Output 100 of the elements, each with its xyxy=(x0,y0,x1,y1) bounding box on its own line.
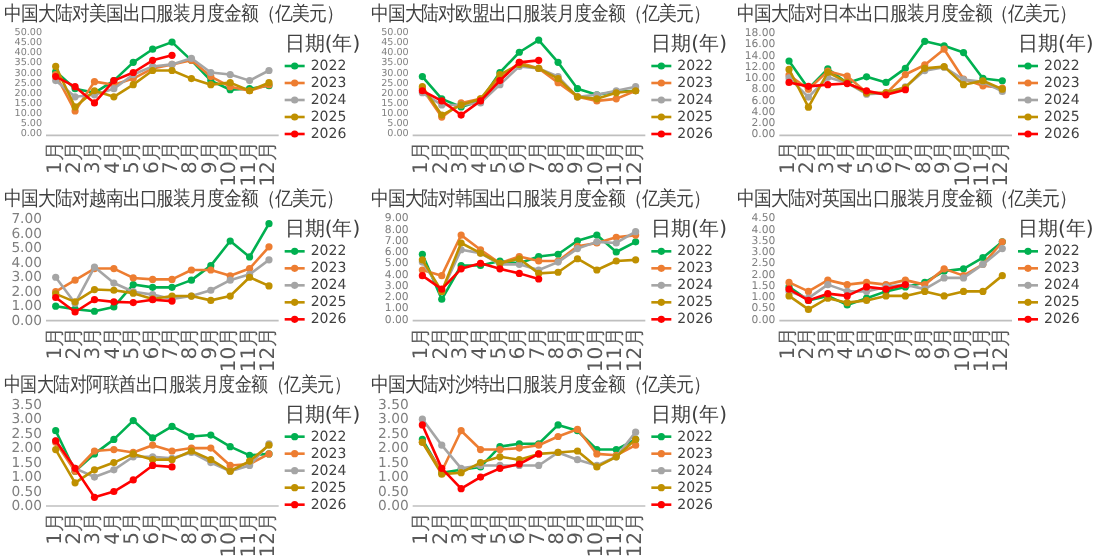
x-tick-label: 2月 xyxy=(797,141,820,175)
legend-title: 日期(年) xyxy=(1018,32,1094,56)
x-tick-label: 6月 xyxy=(874,141,897,175)
x-tick-label: 10月 xyxy=(952,141,975,187)
x-tick-label: 7月 xyxy=(527,512,550,545)
x-tick-label: 11月 xyxy=(605,326,628,373)
x-tick-label: 12月 xyxy=(991,326,1014,373)
x-tick-label: 11月 xyxy=(605,512,628,556)
x-tick-label: 3月 xyxy=(83,141,106,175)
x-tick-label: 5月 xyxy=(122,512,145,545)
x-tick-label: 5月 xyxy=(488,512,511,545)
legend-title: 日期(年) xyxy=(284,402,361,427)
chart-title: 中国大陆对越南出口服装月度金额（亿美元） xyxy=(4,188,343,212)
x-tick-label: 6月 xyxy=(508,326,531,360)
x-tick-label: 6月 xyxy=(874,326,897,360)
x-tick-label: 4月 xyxy=(469,141,492,175)
x-tick-label: 10月 xyxy=(219,326,242,373)
x-tick-label: 11月 xyxy=(971,141,994,187)
x-tick-label: 9月 xyxy=(566,512,589,545)
x-tick-label: 12月 xyxy=(257,141,280,187)
x-tick-label: 12月 xyxy=(624,141,647,187)
legend-title: 日期(年) xyxy=(651,32,728,56)
legend-title: 日期(年) xyxy=(1018,217,1094,242)
x-tick-label: 5月 xyxy=(855,141,878,175)
x-tick-label: 11月 xyxy=(238,512,261,556)
x-tick-label: 10月 xyxy=(585,326,608,373)
x-tick-label: 1月 xyxy=(411,326,434,360)
x-tick-label: 11月 xyxy=(971,326,994,373)
x-tick-label: 4月 xyxy=(836,141,859,175)
x-tick-label: 9月 xyxy=(566,141,589,175)
x-tick-label: 5月 xyxy=(488,141,511,175)
x-tick-label: 2月 xyxy=(430,141,453,175)
x-tick-label: 8月 xyxy=(913,326,936,360)
x-tick-label: 3月 xyxy=(816,326,839,360)
x-tick-label: 10月 xyxy=(585,141,608,187)
x-tick-label: 4月 xyxy=(102,326,125,360)
x-tick-label: 1月 xyxy=(44,326,67,360)
x-tick-label: 5月 xyxy=(122,326,145,360)
x-tick-label: 4月 xyxy=(102,512,125,545)
x-tick-label: 11月 xyxy=(605,141,628,187)
x-tick-label: 3月 xyxy=(450,141,473,175)
x-tick-label: 2月 xyxy=(797,326,820,360)
x-tick-label: 3月 xyxy=(83,326,106,360)
x-tick-label: 11月 xyxy=(238,141,261,187)
x-tick-label: 8月 xyxy=(180,326,203,360)
x-tick-label: 1月 xyxy=(411,512,434,545)
legend-title: 日期(年) xyxy=(651,402,728,427)
x-tick-label: 10月 xyxy=(585,512,608,556)
chart-title: 中国大陆对欧盟出口服装月度金额（亿美元） xyxy=(370,3,710,27)
legend-title: 日期(年) xyxy=(651,217,728,242)
x-tick-label: 3月 xyxy=(450,512,473,545)
x-tick-label: 5月 xyxy=(855,326,878,360)
x-tick-label: 2月 xyxy=(430,326,453,360)
x-tick-label: 3月 xyxy=(450,326,473,360)
x-tick-label: 3月 xyxy=(83,512,106,545)
x-tick-label: 8月 xyxy=(913,141,936,175)
chart-title: 中国大陆对阿联酋出口服装月度金额（亿美元） xyxy=(4,373,351,398)
x-tick-label: 7月 xyxy=(527,326,550,360)
x-tick-label: 6月 xyxy=(141,141,164,175)
x-tick-label: 4月 xyxy=(469,326,492,360)
x-tick-label: 1月 xyxy=(44,512,67,545)
x-tick-label: 4月 xyxy=(102,141,125,175)
x-tick-label: 11月 xyxy=(238,326,261,373)
chart-title: 中国大陆对韩国出口服装月度金额（亿美元） xyxy=(370,188,710,212)
x-tick-label: 6月 xyxy=(508,141,531,175)
x-tick-label: 5月 xyxy=(488,326,511,360)
x-tick-label: 12月 xyxy=(257,512,280,556)
x-tick-label: 6月 xyxy=(508,512,531,545)
x-tick-label: 9月 xyxy=(199,326,222,360)
x-tick-label: 9月 xyxy=(933,326,956,360)
x-tick-label: 9月 xyxy=(566,326,589,360)
x-tick-label: 7月 xyxy=(894,326,917,360)
x-tick-label: 12月 xyxy=(257,326,280,373)
x-tick-label: 6月 xyxy=(141,326,164,360)
x-tick-label: 9月 xyxy=(199,141,222,175)
legend-title: 日期(年) xyxy=(284,217,361,242)
legend-title: 日期(年) xyxy=(284,32,361,56)
x-tick-label: 8月 xyxy=(180,141,203,175)
chart-title: 中国大陆对美国出口服装月度金额（亿美元） xyxy=(4,3,343,27)
x-tick-label: 7月 xyxy=(527,141,550,175)
chart-title: 中国大陆对沙特出口服装月度金额（亿美元） xyxy=(370,373,710,397)
chart-title: 中国大陆对英国出口服装月度金额（亿美元） xyxy=(737,188,1077,212)
x-tick-label: 2月 xyxy=(430,512,453,545)
x-tick-label: 9月 xyxy=(933,141,956,175)
x-tick-label: 12月 xyxy=(624,326,647,373)
x-tick-label: 8月 xyxy=(180,512,203,545)
x-tick-label: 1月 xyxy=(411,141,434,175)
x-tick-label: 9月 xyxy=(199,512,222,545)
x-tick-label: 4月 xyxy=(836,326,859,360)
x-tick-label: 6月 xyxy=(141,512,164,545)
x-tick-label: 10月 xyxy=(219,141,242,187)
x-tick-label: 4月 xyxy=(469,512,492,545)
x-tick-label: 5月 xyxy=(122,141,145,175)
x-tick-label: 10月 xyxy=(219,512,242,556)
x-tick-label: 10月 xyxy=(952,326,975,373)
x-tick-label: 3月 xyxy=(816,141,839,175)
x-tick-label: 12月 xyxy=(624,512,647,556)
x-tick-label: 12月 xyxy=(991,141,1014,187)
x-tick-label: 1月 xyxy=(44,141,67,175)
x-tick-label: 7月 xyxy=(894,141,917,175)
